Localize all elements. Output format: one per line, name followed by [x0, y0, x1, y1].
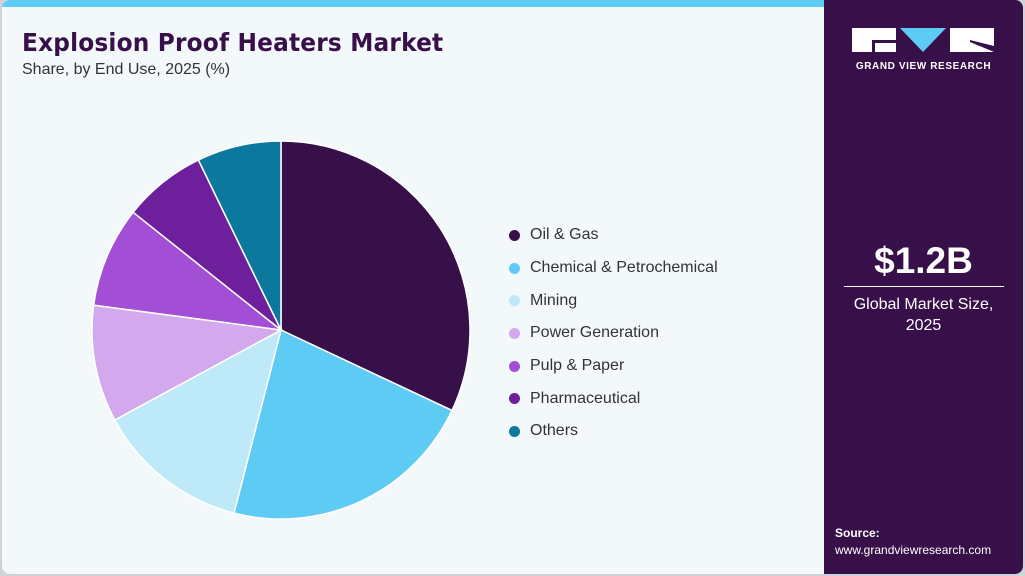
pie-slice-others: [197, 140, 282, 331]
market-size-value: $1.2B: [874, 240, 973, 281]
chart-panel: Explosion Proof Heaters Market Share, by…: [2, 0, 824, 574]
legend-dot-icon: [509, 360, 520, 372]
metric-divider: [844, 286, 1004, 287]
legend-item-chemical: Chemical & Petrochemical: [509, 252, 718, 285]
chart-title: Explosion Proof Heaters Market: [22, 28, 444, 57]
legend-dot-icon: [509, 295, 520, 307]
legend-label: Mining: [530, 291, 578, 309]
chart-legend: Oil & Gas Chemical & Petrochemical Minin…: [509, 219, 718, 448]
pie-slice-pulp-paper: [92, 211, 284, 332]
source-link[interactable]: www.grandviewresearch.com: [835, 543, 992, 557]
legend-dot-icon: [509, 393, 520, 405]
sidebar: GRAND VIEW RESEARCH $1.2B Global Market …: [824, 0, 1023, 574]
chart-subtitle: Share, by End Use, 2025 (%): [22, 61, 231, 78]
legend-dot-icon: [509, 327, 520, 339]
legend-label: Power Generation: [530, 324, 659, 342]
pie-chart: [91, 140, 471, 520]
accent-bar: [2, 0, 824, 7]
pie-slice-mining: [113, 328, 283, 514]
pie-slice-oil-gas: [280, 140, 471, 412]
legend-item-pharma: Pharmaceutical: [509, 382, 718, 415]
market-size-label: Global Market Size, 2025: [824, 294, 1023, 336]
legend-item-pulp-paper: Pulp & Paper: [509, 350, 718, 383]
pie-slice-power-generation: [91, 304, 284, 422]
legend-dot-icon: [509, 262, 520, 274]
legend-item-power: Power Generation: [509, 317, 718, 350]
legend-item-mining: Mining: [509, 284, 718, 317]
pie-slice-chemical-petrochemical: [233, 328, 454, 520]
legend-dot-icon: [509, 229, 520, 241]
legend-label: Chemical & Petrochemical: [530, 259, 718, 277]
source-label: Source:: [835, 526, 880, 540]
market-size-label-line2: 2025: [905, 317, 942, 334]
gvr-logo-icon: [852, 28, 994, 52]
legend-label: Pharmaceutical: [530, 389, 641, 407]
brand-name: GRAND VIEW RESEARCH: [855, 61, 992, 72]
legend-dot-icon: [509, 425, 520, 437]
legend-item-oil-gas: Oil & Gas: [509, 219, 718, 252]
legend-label: Oil & Gas: [530, 226, 599, 244]
legend-label: Others: [530, 422, 579, 440]
market-size-label-line1: Global Market Size,: [853, 296, 994, 313]
legend-label: Pulp & Paper: [530, 357, 625, 375]
legend-item-others: Others: [509, 415, 718, 448]
